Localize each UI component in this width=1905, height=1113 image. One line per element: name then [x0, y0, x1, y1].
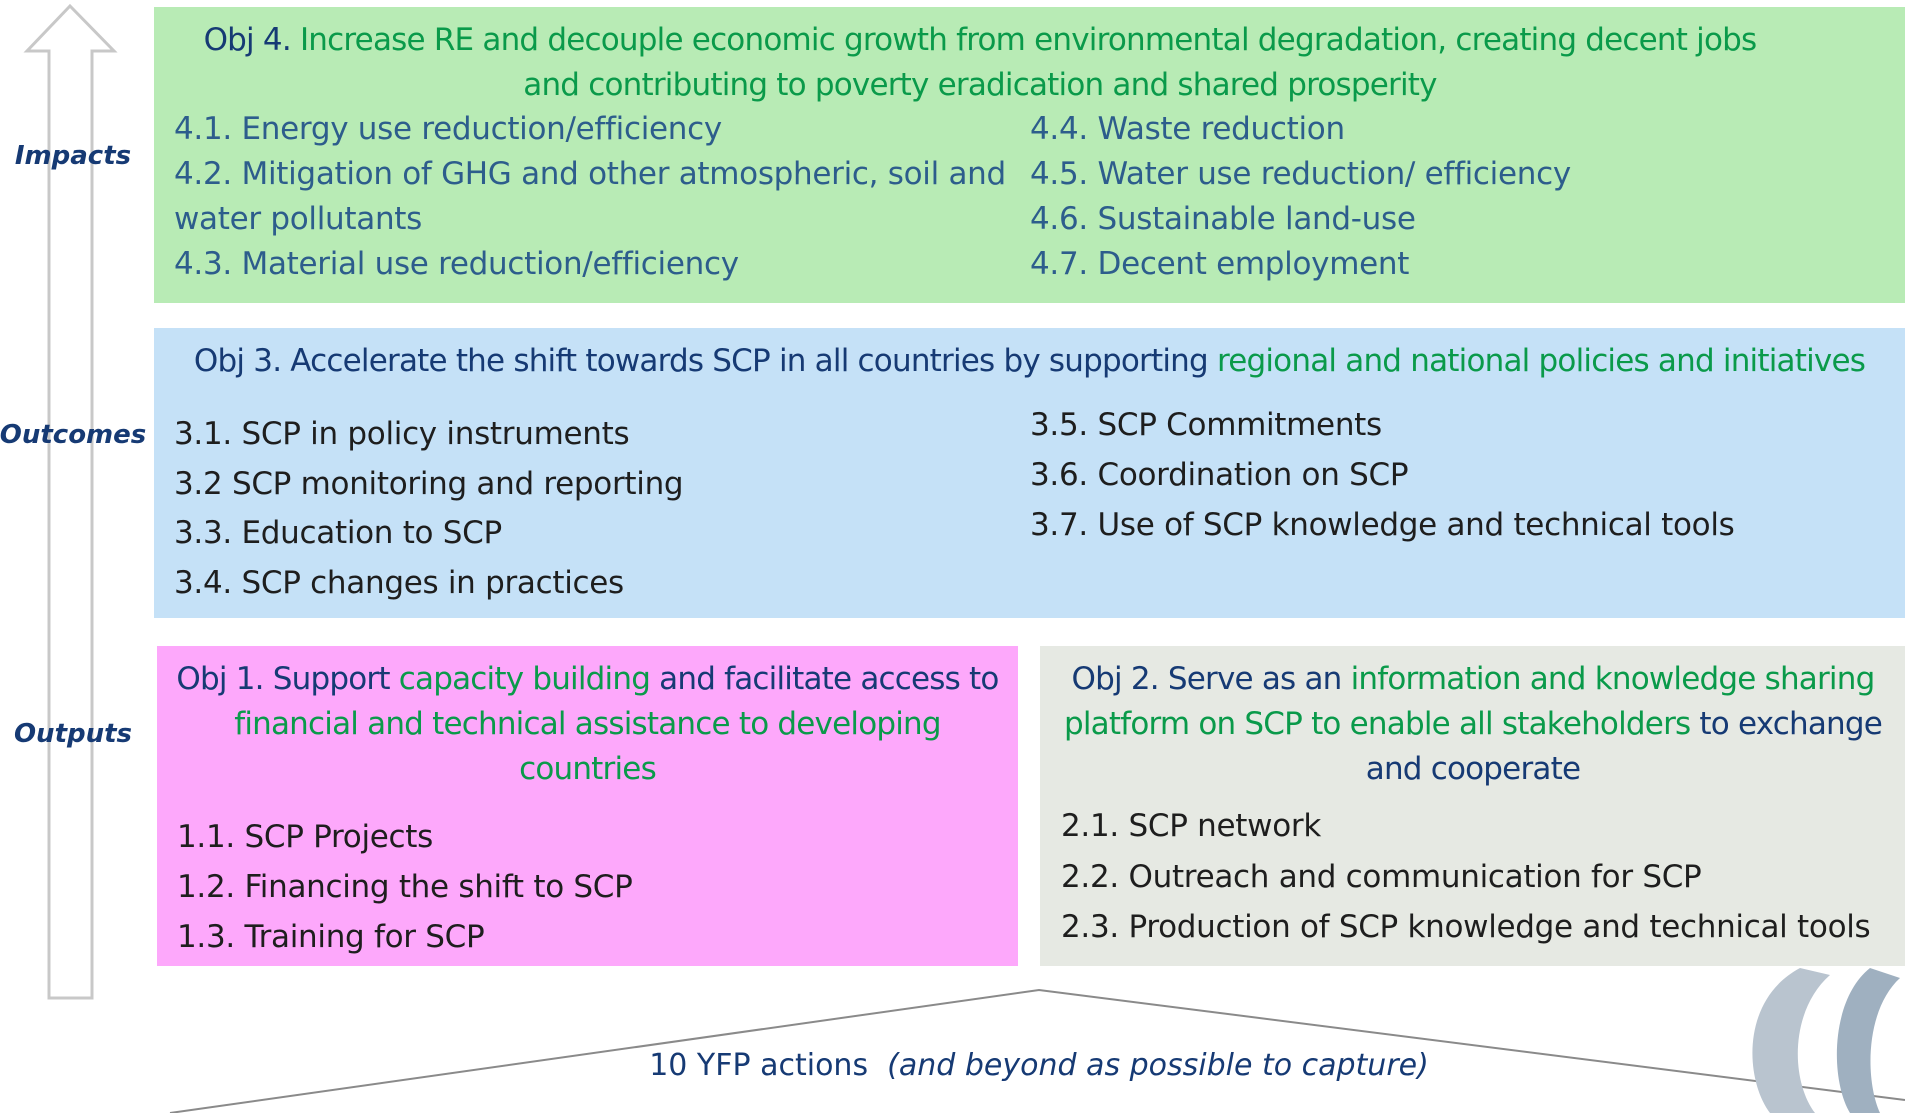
objective-box — [154, 328, 1905, 618]
item: 4.5. Water use reduction/ efficiency — [1030, 156, 1571, 192]
swoosh — [1836, 968, 1900, 1113]
item: 2.3. Production of SCP knowledge and tec… — [1061, 909, 1871, 945]
title-segment: Obj 1. Support — [176, 661, 399, 697]
objective-box — [154, 7, 1905, 303]
title-segment: Obj 2. Serve as an — [1071, 661, 1351, 697]
footer: 10 YFP actions (and beyond as possible t… — [0, 1048, 1905, 1083]
title-segment: financial and technical assistance to de… — [234, 706, 941, 787]
up-arrow — [23, 3, 118, 1000]
item: 3.4. SCP changes in practices — [174, 565, 624, 601]
base-triangle — [169, 988, 1905, 1113]
footer-text: 10 YFP actions — [649, 1048, 869, 1083]
title-segment: information and knowledge sharing platfo… — [1063, 661, 1875, 742]
item: 3.7. Use of SCP knowledge and technical … — [1030, 507, 1735, 543]
item: 3.2 SCP monitoring and reporting — [174, 466, 684, 502]
objective-box — [157, 646, 1018, 966]
objective-box — [1040, 646, 1905, 966]
swoosh — [1752, 968, 1830, 1113]
footer-note: (and beyond as possible to capture) — [887, 1048, 1429, 1083]
item-column: 4.4. Waste reduction 4.5. Water use redu… — [1030, 107, 1880, 287]
item: 4.2. Mitigation of GHG and other atmosph… — [174, 156, 1006, 237]
title-segment: capacity building — [398, 661, 651, 697]
title-segment: to exchange and cooperate — [1365, 706, 1883, 787]
item: 3.3. Education to SCP — [174, 515, 502, 551]
item: 3.1. SCP in policy instruments — [174, 416, 630, 452]
item: 1.2. Financing the shift to SCP — [177, 869, 633, 905]
objective-title: Obj 2. Serve as an information and knowl… — [1060, 657, 1886, 792]
item: 4.1. Energy use reduction/efficiency — [174, 111, 722, 147]
objective-title: Obj 3. Accelerate the shift towards SCP … — [154, 339, 1905, 384]
title-segment: and facilitate access to — [650, 661, 999, 697]
item: 3.5. SCP Commitments — [1030, 407, 1382, 443]
item: 4.7. Decent employment — [1030, 246, 1410, 282]
item-column: 4.1. Energy use reduction/efficiency 4.2… — [174, 107, 1024, 287]
title-segment: Obj 3. Accelerate the shift towards SCP … — [193, 343, 1217, 379]
title-segment: Increase RE and decouple economic growth… — [299, 22, 1757, 103]
item: 4.3. Material use reduction/efficiency — [174, 246, 739, 282]
item: 3.6. Coordination on SCP — [1030, 457, 1409, 493]
level-label: Outputs — [13, 719, 133, 749]
level-label: Outcomes — [0, 420, 147, 450]
item: 1.3. Training for SCP — [177, 919, 485, 955]
item: 4.4. Waste reduction — [1030, 111, 1345, 147]
item: 4.6. Sustainable land-use — [1030, 201, 1416, 237]
item: 2.1. SCP network — [1061, 808, 1321, 844]
level-label: Impacts — [14, 141, 132, 171]
title-segment: Obj 4. — [203, 22, 300, 58]
item: 1.1. SCP Projects — [177, 819, 433, 855]
objective-title: Obj 4. Increase RE and decouple economic… — [180, 18, 1780, 108]
objective-title: Obj 1. Support capacity building and fac… — [175, 657, 1000, 792]
item: 2.2. Outreach and communication for SCP — [1061, 859, 1702, 895]
title-segment: regional and national policies and initi… — [1216, 343, 1866, 379]
